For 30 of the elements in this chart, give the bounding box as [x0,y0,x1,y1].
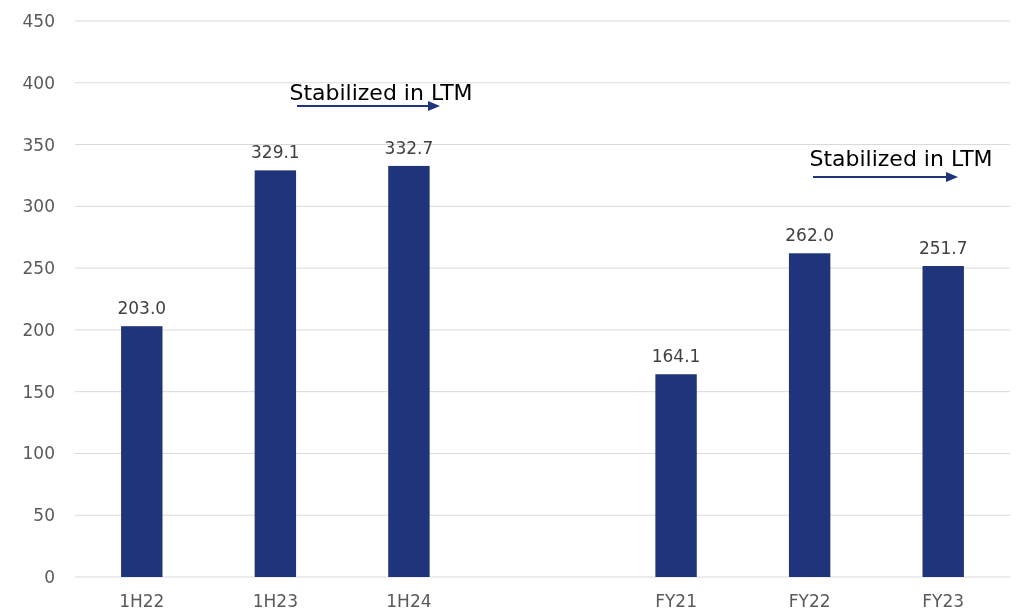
x-tick-label: 1H22 [119,591,165,611]
data-label: 164.1 [651,346,701,367]
annotation: Stabilized in LTM [809,146,993,171]
data-label: 262.0 [785,225,834,246]
y-tick-label: 150 [22,381,55,402]
y-tick-label: 300 [22,196,55,217]
x-tick-label: FY23 [922,591,965,611]
data-label: 203.0 [117,298,167,319]
x-tick-label: FY22 [788,591,831,611]
x-tick-label: 1H23 [252,591,298,611]
bar [388,165,430,577]
y-tick-label: 350 [22,134,55,155]
x-tick-label: 1H24 [386,591,432,611]
y-tick-label: 100 [22,443,55,464]
y-tick-label: 400 [22,72,55,93]
bar [121,326,163,577]
y-tick-label: 200 [22,319,55,340]
bar [922,266,964,577]
bar [788,253,831,577]
data-label: 332.7 [384,137,434,158]
data-label: 251.7 [918,238,968,259]
annotation: Stabilized in LTM [289,80,473,105]
x-tick-label: FY21 [655,591,697,611]
bar [655,374,697,577]
y-tick-label: 0 [44,566,55,587]
y-tick-label: 250 [22,258,55,279]
y-tick-label: 450 [22,10,55,31]
y-tick-label: 50 [33,505,55,526]
data-label: 329.1 [251,142,300,163]
bar [254,170,297,577]
